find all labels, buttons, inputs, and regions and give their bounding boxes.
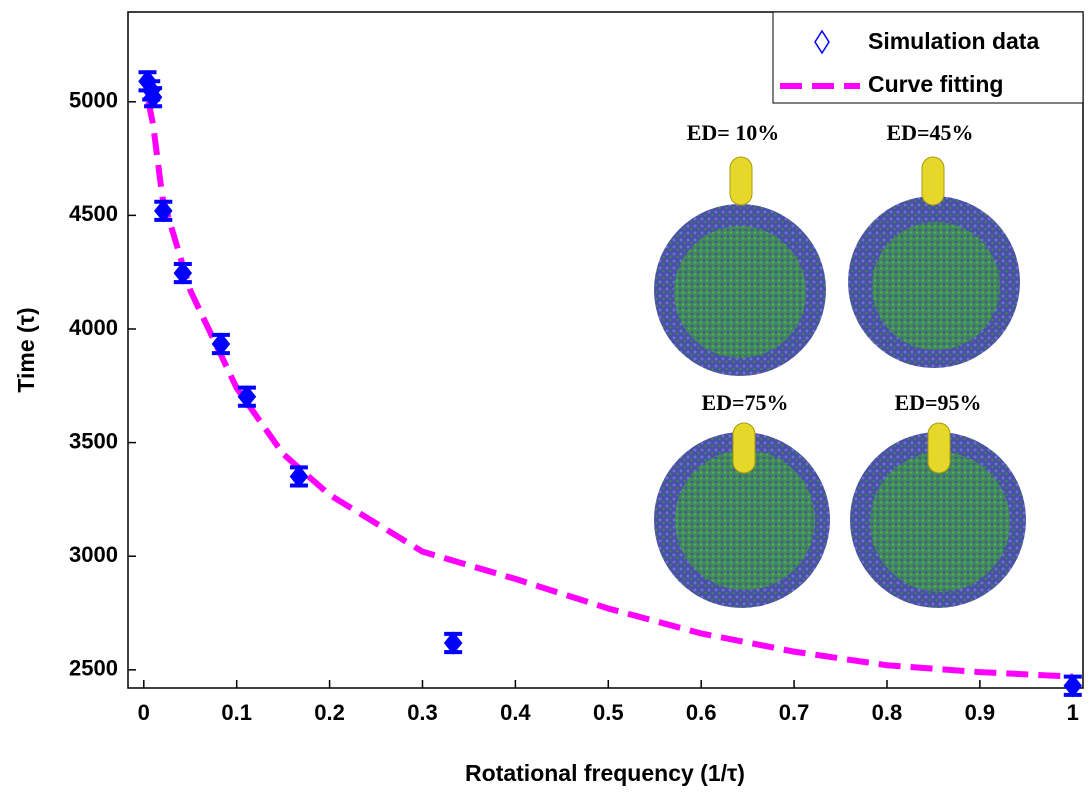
x-tick-label: 1 <box>1067 700 1079 725</box>
data-point <box>154 199 173 223</box>
x-tick-label: 0.7 <box>779 700 810 725</box>
particle <box>729 156 753 206</box>
x-tick-label: 0.1 <box>221 700 252 725</box>
particle <box>927 422 951 474</box>
vesicle-core <box>870 452 1010 592</box>
y-axis-label: Time (τ) <box>13 307 39 392</box>
data-point <box>1063 674 1083 698</box>
data-point <box>211 332 231 356</box>
legend-marker <box>814 29 830 55</box>
y-tick-label: 3500 <box>69 428 118 453</box>
x-tick-label: 0 <box>138 700 150 725</box>
x-tick-label: 0.9 <box>965 700 996 725</box>
y-tick-label: 3000 <box>69 542 118 567</box>
x-tick-label: 0.4 <box>500 700 531 725</box>
y-tick-label: 4000 <box>69 315 118 340</box>
vesicle-core <box>872 222 1000 350</box>
data-point <box>237 385 257 409</box>
x-tick-label: 0.3 <box>407 700 438 725</box>
fit-curve <box>145 101 1073 680</box>
data-point <box>289 464 309 489</box>
vesicle-core <box>675 450 815 590</box>
x-tick-label: 0.6 <box>686 700 717 725</box>
x-tick-label: 0.5 <box>593 700 624 725</box>
y-tick-label: 2500 <box>69 656 118 681</box>
vesicle-core <box>674 226 806 358</box>
particle <box>921 156 945 206</box>
x-tick-label: 0.8 <box>872 700 903 725</box>
inset-label: ED=45% <box>886 120 973 145</box>
x-tick-label: 0.2 <box>314 700 345 725</box>
inset-label: ED=95% <box>894 390 981 415</box>
y-tick-label: 5000 <box>69 88 118 113</box>
plot-frame <box>127 11 1084 689</box>
legend-label: Curve fitting <box>868 71 1003 97</box>
data-point <box>143 85 163 109</box>
y-tick-label: 4500 <box>69 201 118 226</box>
particle <box>732 422 756 474</box>
inset-label: ED=75% <box>701 390 788 415</box>
legend-label: Simulation data <box>868 28 1039 54</box>
data-point <box>173 261 193 285</box>
x-axis-label: Rotational frequency (1/τ) <box>465 760 745 786</box>
data-point <box>443 631 463 655</box>
inset-label: ED= 10% <box>687 120 780 145</box>
insets <box>654 156 1026 608</box>
